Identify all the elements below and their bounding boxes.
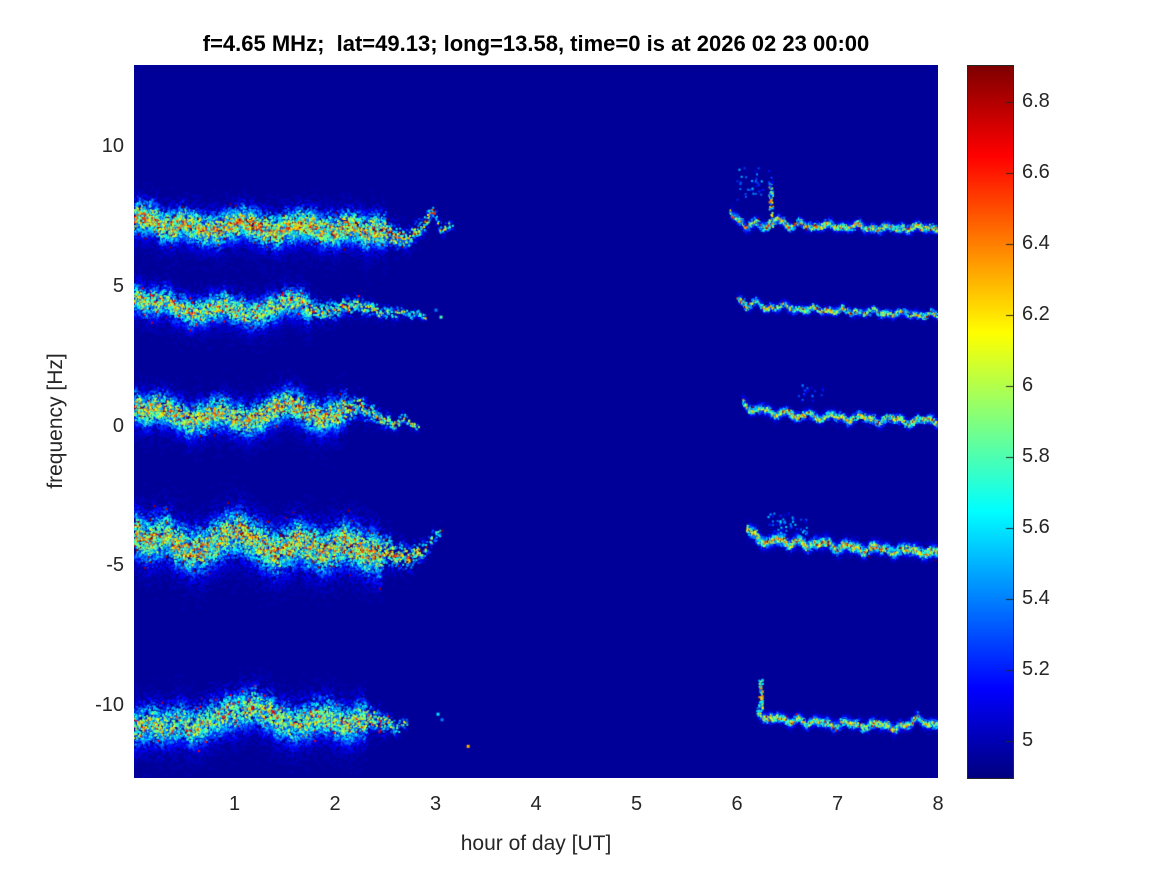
colorbar-tick-label: 6 [1022, 373, 1034, 396]
colorbar-tick-label: 5.4 [1022, 587, 1050, 610]
colorbar-tick-label: 5.6 [1022, 516, 1050, 539]
colorbar-tick-label: 5 [1022, 729, 1034, 752]
y-tick-label: 0 [112, 414, 124, 437]
colorbar-tick-label: 6.8 [1022, 89, 1050, 112]
x-axis-label: hour of day [UT] [460, 832, 612, 855]
x-tick-label: 7 [831, 793, 844, 815]
colorbar-tick-label: 5.2 [1022, 658, 1050, 681]
spectrogram-plot [134, 65, 938, 778]
y-tick-label: 10 [101, 135, 124, 158]
x-tick-label: 1 [228, 793, 241, 815]
colorbar-tick-label: 5.8 [1022, 445, 1050, 468]
y-tick-label: 5 [112, 274, 124, 297]
y-tick-label: -5 [106, 554, 124, 577]
x-tick-label: 2 [329, 793, 341, 815]
colorbar-tick-label: 6.2 [1022, 302, 1050, 325]
colorbar-tick-label: 6.4 [1022, 231, 1050, 254]
y-tick-label: -10 [95, 694, 124, 717]
x-tick-label: 6 [731, 793, 743, 815]
x-tick-label: 5 [630, 793, 643, 815]
x-tick-label: 3 [429, 793, 442, 815]
colorbar [967, 65, 1014, 779]
colorbar-tick-label: 6.6 [1022, 160, 1050, 183]
chart-title: f=4.65 MHz; lat=49.13; long=13.58, time=… [202, 31, 870, 56]
x-tick-label: 8 [932, 793, 944, 815]
x-tick-label: 4 [530, 793, 542, 815]
